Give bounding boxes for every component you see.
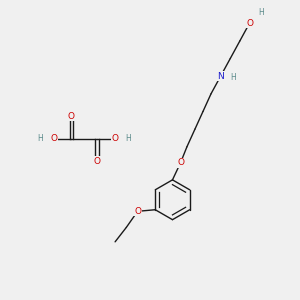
Text: H: H (230, 73, 236, 82)
Text: O: O (50, 134, 57, 143)
Text: O: O (246, 19, 253, 28)
Text: H: H (38, 134, 44, 143)
Text: H: H (259, 8, 264, 17)
Text: O: O (134, 207, 141, 216)
Text: O: O (111, 134, 118, 143)
Text: N: N (217, 72, 224, 81)
Text: H: H (125, 134, 131, 143)
Text: O: O (94, 157, 100, 166)
Text: O: O (177, 158, 184, 167)
Text: O: O (68, 112, 75, 121)
